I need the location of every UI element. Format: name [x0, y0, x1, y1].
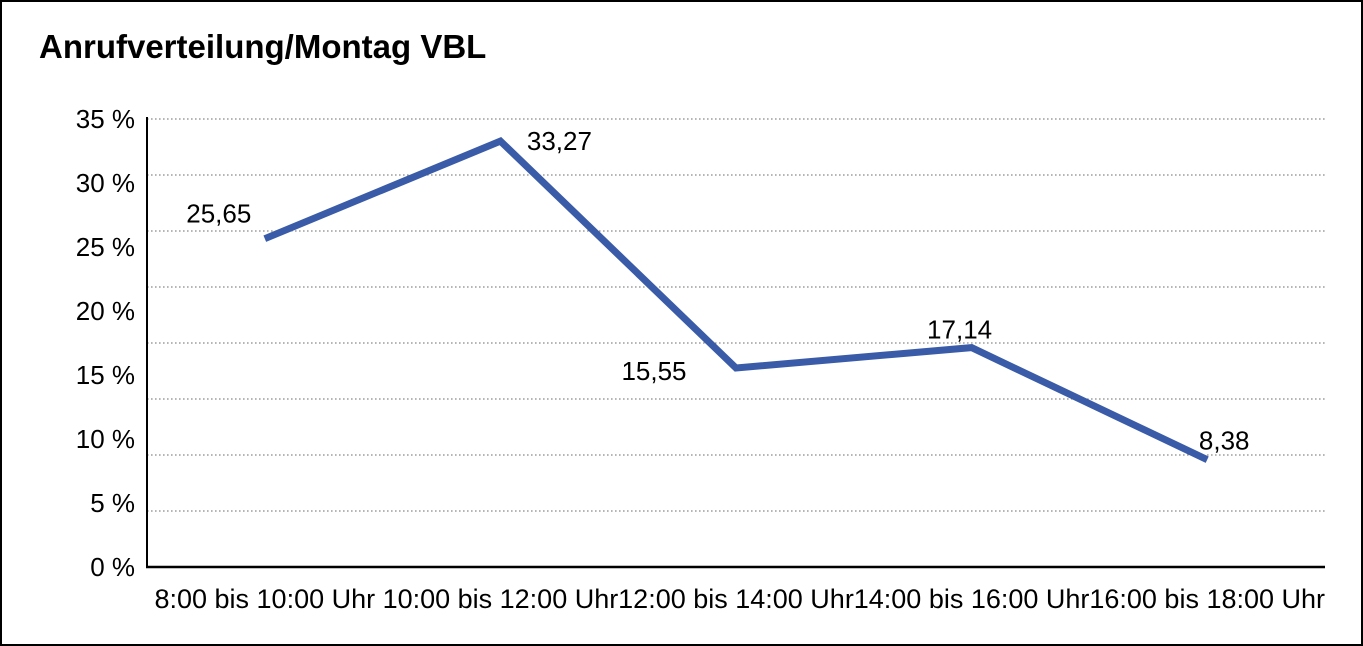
data-value-label: 25,65 [186, 199, 251, 229]
y-tick-label: 35 % [76, 104, 135, 134]
x-tick-label: 12:00 bis 14:00 Uhr [618, 584, 854, 614]
x-tick-label: 14:00 bis 16:00 Uhr [854, 584, 1090, 614]
y-tick-label: 20 % [76, 296, 135, 326]
chart-title: Anrufverteilung/Montag VBL [39, 28, 487, 65]
data-value-label: 15,55 [621, 356, 686, 386]
x-tick-label: 10:00 bis 12:00 Uhr [383, 584, 619, 614]
x-tick-label: 16:00 bis 18:00 Uhr [1089, 584, 1325, 614]
series-line [263, 136, 1209, 463]
x-tick-label: 8:00 bis 10:00 Uhr [154, 584, 375, 614]
y-tick-label: 0 % [90, 552, 135, 582]
y-tick-label: 5 % [90, 488, 135, 518]
y-tick-label: 30 % [76, 168, 135, 198]
y-tick-label: 25 % [76, 232, 135, 262]
y-tick-label: 10 % [76, 424, 135, 454]
data-value-label: 33,27 [527, 126, 592, 156]
data-value-label: 17,14 [927, 315, 992, 345]
y-tick-label: 15 % [76, 360, 135, 390]
data-value-label: 8,38 [1199, 426, 1250, 456]
